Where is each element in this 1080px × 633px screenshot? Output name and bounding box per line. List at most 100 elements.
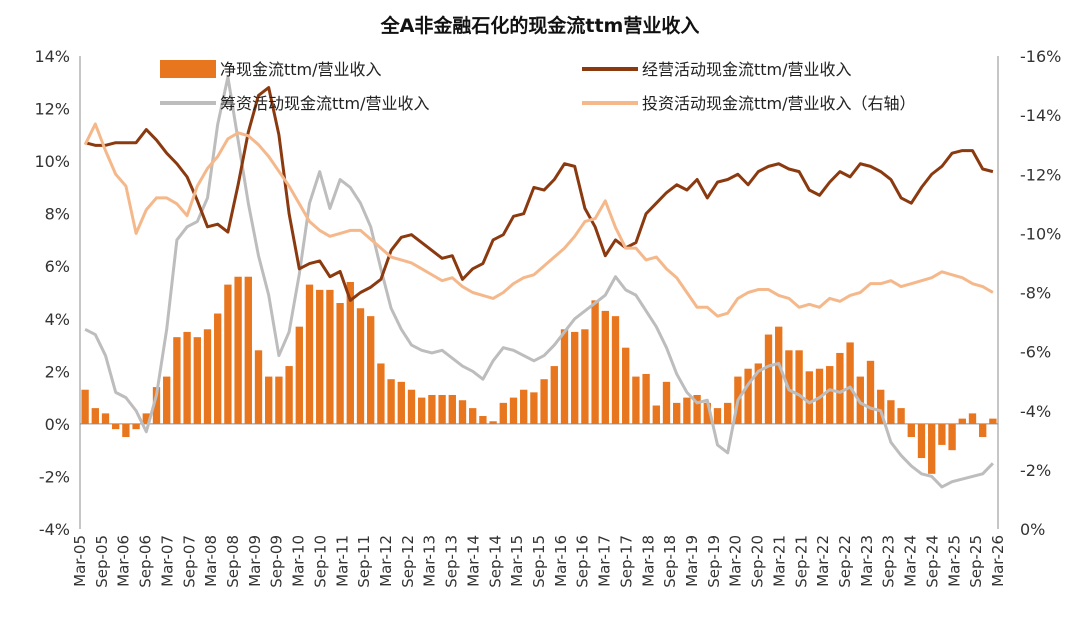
x-tick-label: Sep-19 [705,535,723,588]
bar [520,389,528,424]
bar [489,421,497,424]
x-tick-label: Mar-16 [552,535,570,587]
bar [285,366,293,424]
bar [203,329,212,424]
x-tick-label: Mar-14 [464,535,482,587]
bar [367,316,375,424]
bar [907,423,915,438]
bar [530,392,538,424]
left-tick-label: 0% [45,415,70,434]
bar [234,276,242,424]
bar [428,394,436,424]
bar [101,413,110,424]
bar [183,331,191,424]
tick-labels: -4% -2% 0% 2% 4% 6% 8% 10% 12% 14% 0% -2% -4% -6% -8% -… [34,47,1061,588]
bar [703,402,711,424]
bar [112,423,120,430]
bar [142,413,150,424]
x-tick-label: Mar-24 [902,535,920,587]
right-tick-label: -10% [1020,224,1061,243]
x-tick-label: Mar-11 [333,535,351,587]
bar [938,423,946,445]
bar [571,331,579,424]
bar [693,394,701,424]
right-tick-label: -2% [1020,461,1051,480]
right-tick-label: 0% [1020,520,1045,539]
bar [132,423,140,430]
right-tick-label: -14% [1020,106,1061,125]
bar [948,423,956,451]
x-tick-label: Sep-09 [268,535,286,588]
bar [652,405,660,424]
bar [581,329,589,424]
bar [775,326,783,424]
bar [193,337,201,424]
bar [397,381,405,424]
bar [448,394,456,424]
bar [540,379,548,424]
bar [214,313,222,424]
x-tick-label: Sep-23 [880,535,898,588]
bar [265,376,273,424]
x-tick-label: Mar-21 [770,535,788,587]
x-tick-label: Sep-15 [530,535,548,588]
left-tick-label: 12% [34,100,70,119]
bar [458,400,467,424]
bar [764,334,773,424]
bar [377,363,385,424]
bar [438,394,446,424]
x-tick-label: Mar-20 [727,535,745,587]
x-tick-label: Mar-09 [246,535,264,587]
bar [836,352,844,424]
bar [356,308,365,424]
bar [826,366,834,424]
bar [509,397,518,424]
bar [897,408,905,424]
x-tick-label: Sep-20 [749,535,767,588]
left-tick-label: -2% [39,467,70,486]
left-tick-label: 14% [34,47,70,66]
x-tick-label: Sep-08 [224,535,242,588]
x-tick-label: Mar-08 [202,535,220,587]
x-tick-label: Sep-17 [617,535,635,588]
bar [887,400,895,424]
x-tick-label: Mar-07 [158,535,176,587]
bar [928,423,936,474]
x-tick-label: Sep-25 [967,535,985,588]
left-tick-label: 2% [45,362,70,381]
x-tick-label: Sep-16 [574,535,592,588]
bar [744,368,752,424]
bar [917,423,926,459]
x-tick-label: Sep-21 [792,535,810,588]
bar [122,423,130,438]
x-tick-label: Mar-17 [596,535,614,587]
bar [499,402,507,424]
right-tick-label: -4% [1020,402,1051,421]
x-tick-label: Sep-24 [923,535,941,588]
bar [254,350,263,424]
bar [673,402,681,424]
bar [866,360,875,424]
bar [713,408,722,424]
x-tick-label: Mar-19 [683,535,701,587]
x-tick-label: Mar-22 [814,535,832,587]
bar [611,316,620,424]
right-tick-label: -12% [1020,165,1061,184]
bar [275,376,283,424]
x-tick-label: Sep-06 [137,535,155,588]
bar [754,363,762,424]
bar [479,416,487,424]
bar [336,303,344,424]
bar [591,300,599,424]
left-tick-label: 8% [45,205,70,224]
x-tick-label: Mar-25 [945,535,963,587]
bar [91,408,99,424]
x-tick-label: Sep-07 [180,535,198,588]
x-tick-label: Mar-10 [290,535,308,587]
bar [846,342,854,424]
x-tick-label: Mar-15 [508,535,526,587]
bar [958,418,966,424]
bar [81,389,89,424]
x-tick-label: Sep-10 [311,535,329,588]
